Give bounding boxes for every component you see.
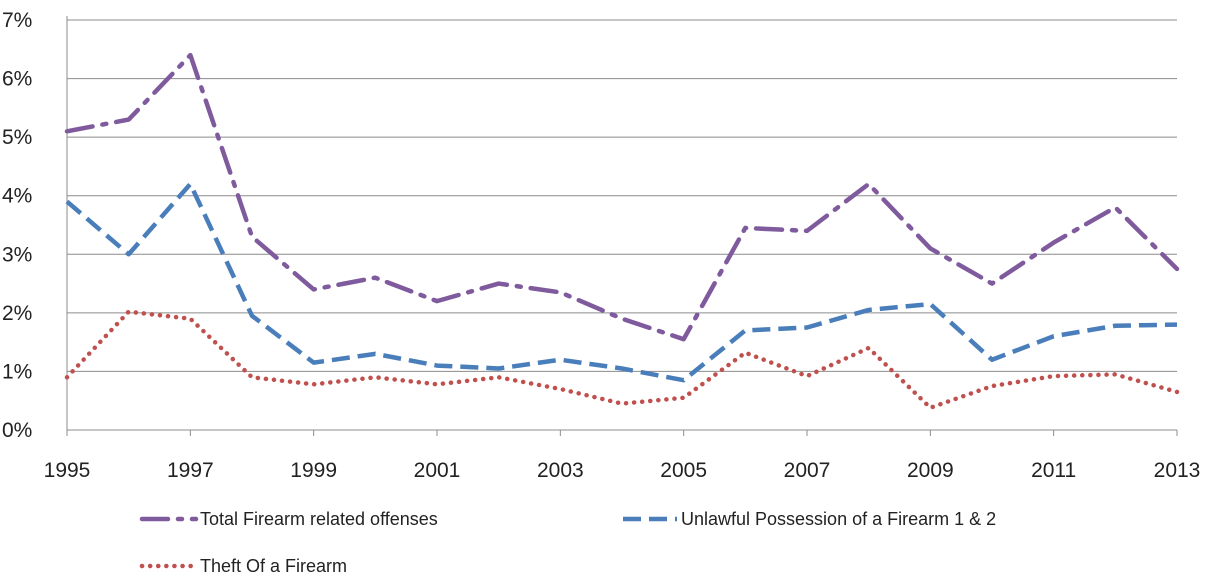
- legend-label: Unlawful Possession of a Firearm 1 & 2: [681, 509, 996, 529]
- y-tick-label: 1%: [2, 360, 32, 383]
- x-tick-label: 2007: [784, 459, 831, 482]
- legend-entry: Theft Of a Firearm: [139, 556, 347, 576]
- legend-entry: Unlawful Possession of a Firearm 1 & 2: [623, 509, 996, 529]
- y-axis-tick-labels: 0% 1% 2% 3% 4% 5% 6% 7%: [2, 9, 32, 442]
- y-tick-label: 7%: [2, 9, 32, 32]
- legend: Total Firearm related offenses Unlawful P…: [139, 509, 996, 576]
- legend-entry: Total Firearm related offenses: [139, 509, 438, 529]
- y-tick-label: 2%: [2, 302, 32, 325]
- y-tick-label: 5%: [2, 126, 32, 149]
- series-lines: [64, 52, 1180, 410]
- x-tick-label: 1999: [290, 459, 337, 482]
- series-line-1: [64, 52, 1180, 342]
- y-tick-label: 4%: [2, 185, 32, 208]
- x-tick-label: 2005: [660, 459, 707, 482]
- x-tick-label: 2013: [1154, 459, 1201, 482]
- series-line-2: [65, 181, 1178, 383]
- x-axis-tick-labels: 1995 1997 1999 2001 2003 2005 2007 2009 2011 2013: [44, 430, 1201, 482]
- x-tick-label: 1995: [44, 459, 91, 482]
- legend-label: Theft Of a Firearm: [200, 556, 347, 576]
- series-line-3: [64, 309, 1180, 410]
- x-tick-label: 2003: [537, 459, 584, 482]
- y-tick-label: 6%: [2, 68, 32, 91]
- x-tick-label: 2009: [907, 459, 954, 482]
- x-tick-label: 2001: [414, 459, 461, 482]
- y-tick-label: 0%: [2, 419, 32, 442]
- legend-label: Total Firearm related offenses: [200, 509, 438, 529]
- y-tick-label: 3%: [2, 243, 32, 266]
- x-tick-label: 1997: [167, 459, 214, 482]
- x-tick-label: 2011: [1031, 459, 1076, 482]
